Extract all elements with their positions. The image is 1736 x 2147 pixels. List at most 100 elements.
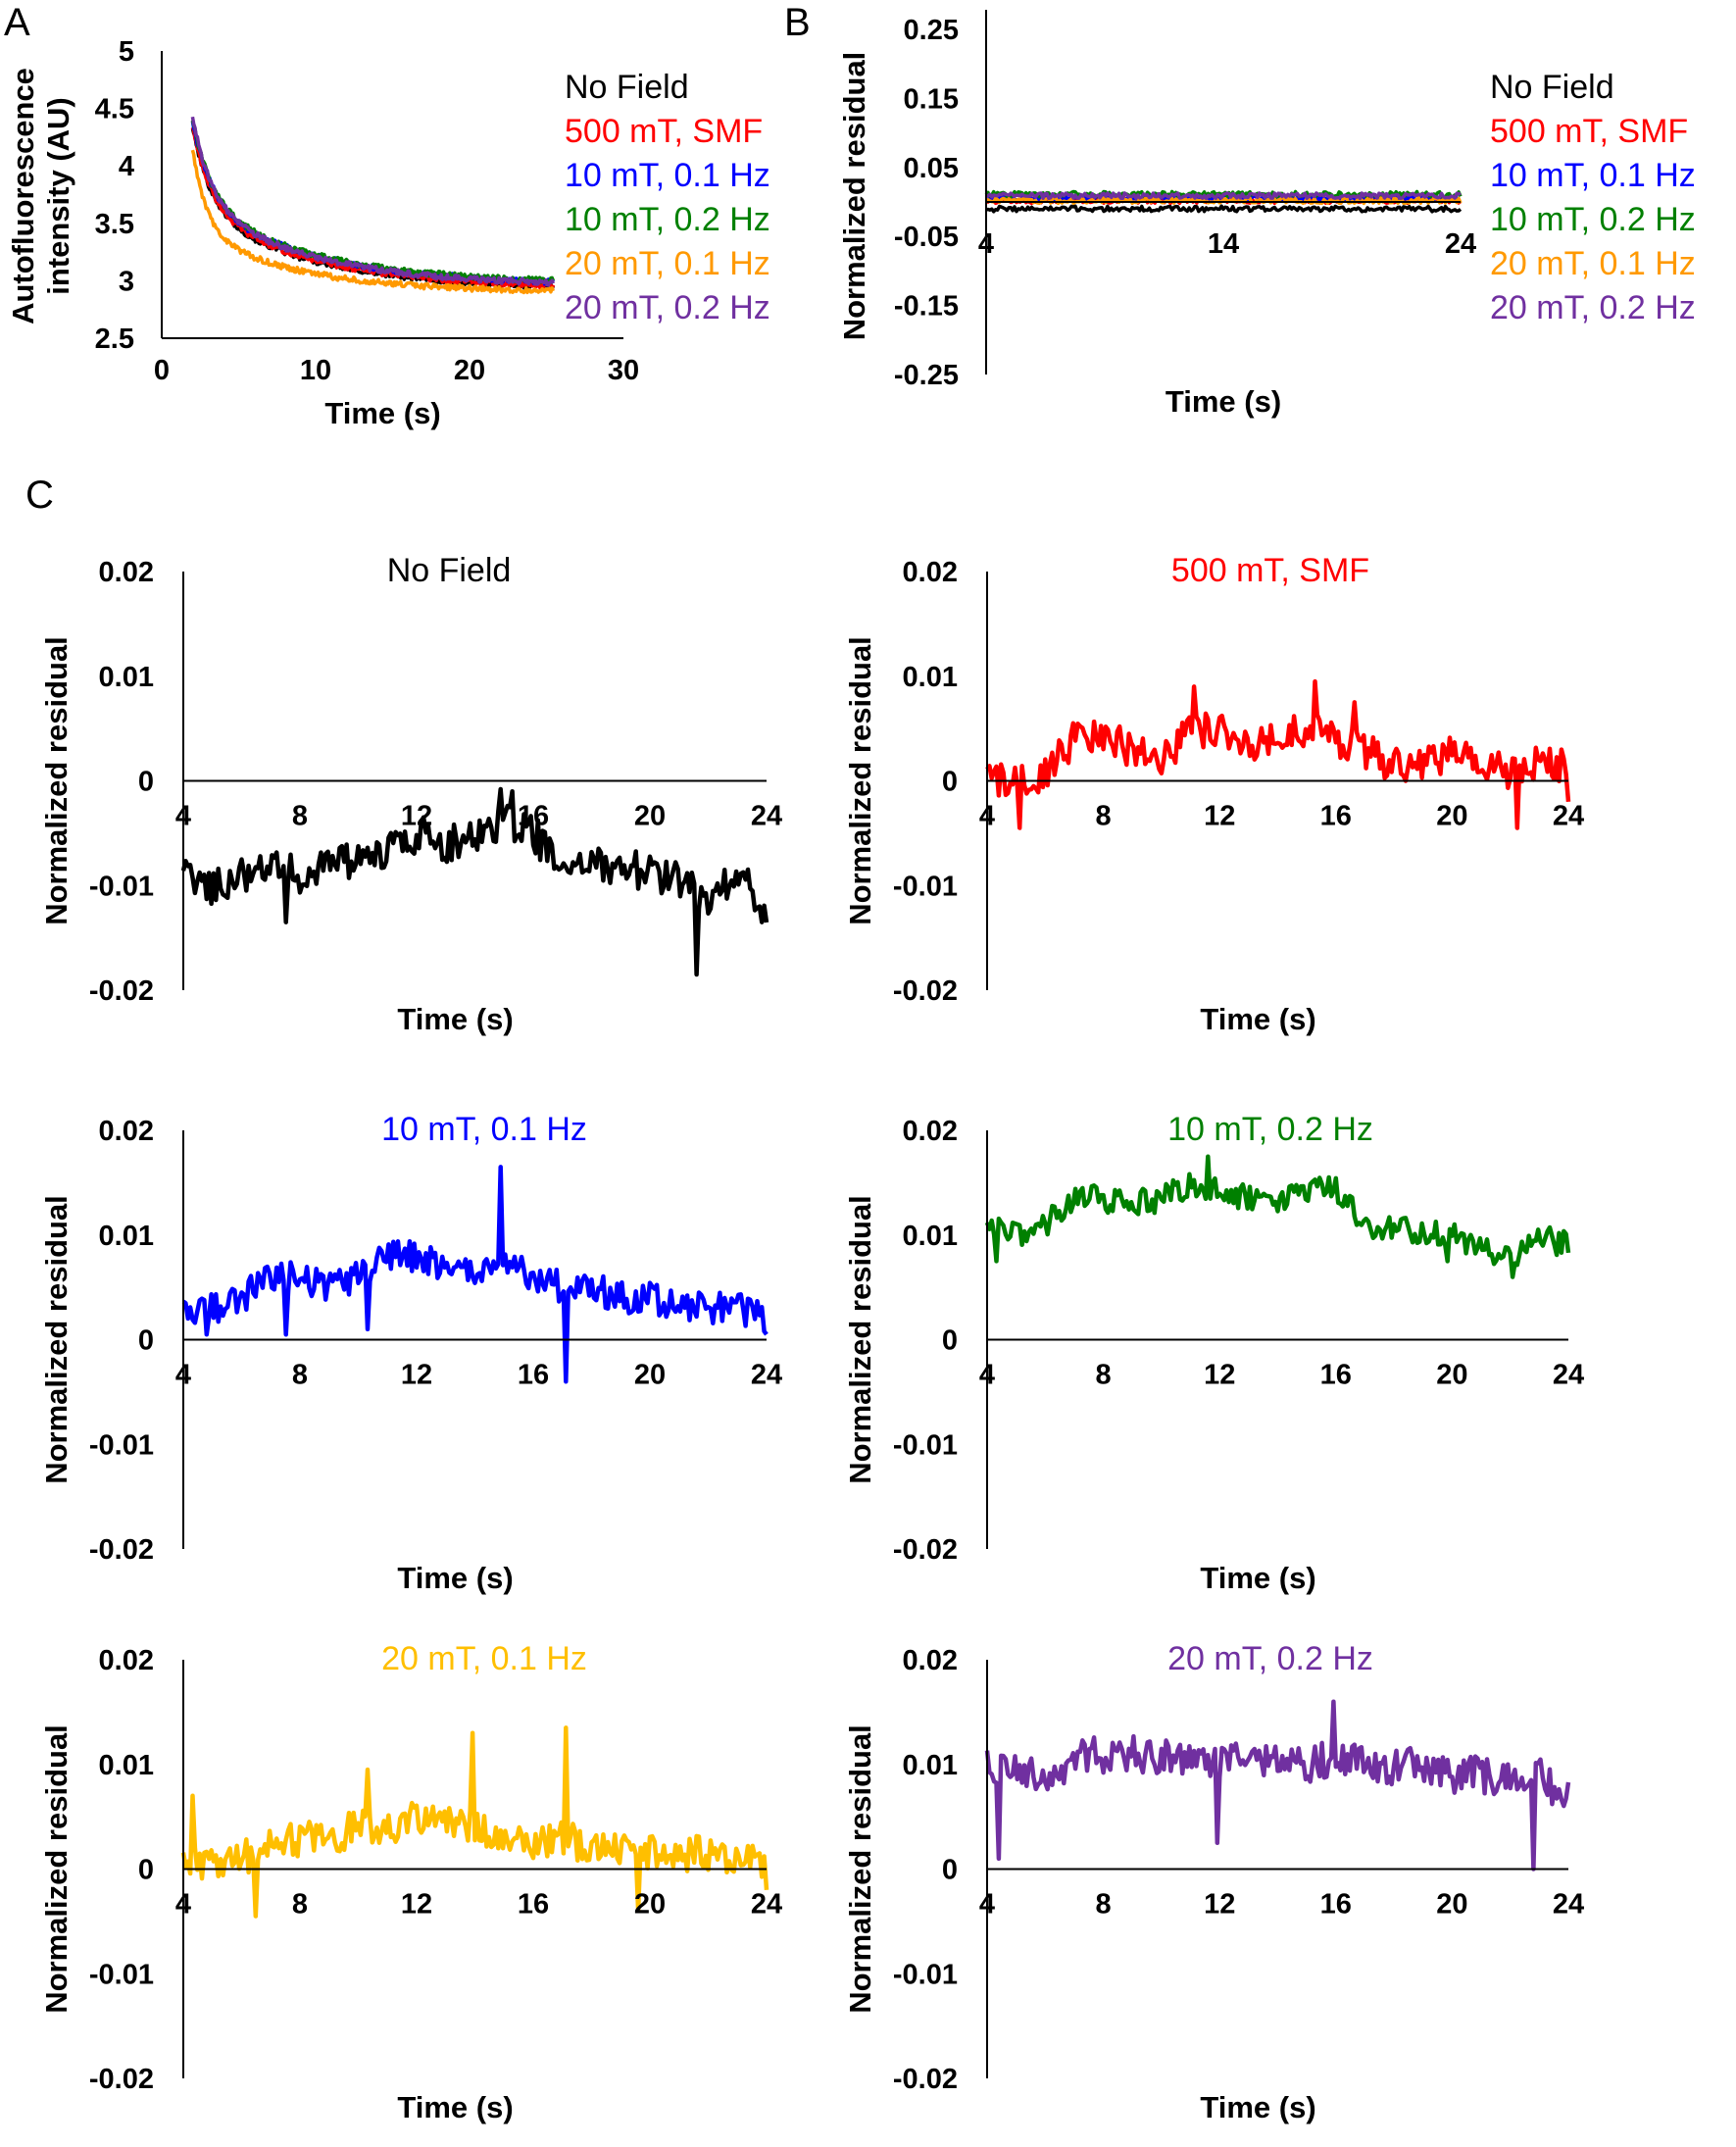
panel-c-subplot-1: 0.02 0.01 0 -0.01 -0.02 4 8 12 16 20 24 Time (s) Nor…: [39, 552, 782, 1036]
panel-c-subplot-2: 0.02 0.01 0 -0.01 -0.02 4 8 12 16 20 24 Time (s) Nor…: [843, 552, 1584, 1036]
series-line-a-5: [190, 116, 556, 287]
series-line-a-4: [190, 149, 556, 295]
x-axis-title-a: Time (s): [324, 396, 440, 430]
y-tick-label-c: -0.01: [89, 1959, 154, 1990]
y-tick-label-a: 5: [119, 36, 134, 68]
y-axis-title-c-text: Normalized residual: [843, 1724, 877, 2014]
x-axis-title-c: Time (s): [1200, 1561, 1315, 1595]
x-tick-label-c: 24: [751, 1360, 782, 1391]
y-tick-label-a: 4.5: [95, 94, 134, 125]
y-tick-label-c: 0.02: [99, 557, 154, 588]
y-tick-label-c: -0.01: [893, 1959, 958, 1990]
legend-item-b: 20 mT, 0.1 Hz: [1490, 245, 1696, 282]
x-tick-label-c: 24: [1553, 801, 1584, 832]
x-tick-label-c: 4: [979, 801, 995, 832]
y-tick-label-c: 0: [138, 767, 154, 798]
y-axis-title-c: Normalized residual: [843, 1724, 877, 2014]
y-tick-label-c: 0.01: [903, 662, 958, 693]
subplot-title-c: 20 mT, 0.1 Hz: [381, 1640, 587, 1677]
y-tick-label-b: -0.15: [894, 291, 959, 323]
series-line-c-3: [181, 1165, 769, 1384]
legend-item-b: 10 mT, 0.2 Hz: [1490, 201, 1696, 238]
legend-item-b: 500 mT, SMF: [1490, 113, 1688, 150]
x-tick-label-c: 4: [175, 1360, 191, 1391]
y-axis-title-c-text: Normalized residual: [39, 636, 74, 925]
y-tick-label-b: 0.25: [904, 15, 959, 46]
y-axis-title-b-text: Normalized residual: [837, 52, 871, 341]
y-tick-label-c: 0.01: [903, 1221, 958, 1252]
legend-item-a: 10 mT, 0.2 Hz: [565, 201, 770, 238]
x-tick-label-c: 12: [1204, 801, 1235, 832]
x-tick-label-c: 12: [401, 801, 432, 832]
x-tick-label-c: 8: [292, 1889, 308, 1921]
series-line-c-5: [180, 1725, 769, 1919]
y-tick-label-c: 0: [138, 1855, 154, 1886]
series-line-b-5: [985, 191, 1462, 201]
x-tick-label-c: 16: [518, 1889, 549, 1921]
x-tick-label-a: 10: [300, 355, 331, 386]
y-tick-label-c: -0.01: [893, 1429, 958, 1461]
series-line-a-1: [190, 126, 556, 290]
y-axis-title-c-text: Normalized residual: [39, 1724, 74, 2014]
x-tick-label-c: 16: [1320, 1889, 1352, 1921]
y-tick-label-c: 0.02: [903, 1645, 958, 1676]
panel-c-subplot-6: 0.02 0.01 0 -0.01 -0.02 4 8 12 16 20 24 Time (s) Nor…: [843, 1640, 1584, 2124]
legend-item-a: 20 mT, 0.1 Hz: [565, 245, 770, 282]
x-tick-label-c: 16: [518, 801, 549, 832]
y-tick-label-c: 0: [942, 1325, 958, 1357]
y-tick-label-c: 0.02: [903, 1116, 958, 1147]
series-line-c-2: [985, 678, 1571, 830]
x-tick-label-a: 20: [454, 355, 485, 386]
subplot-title-c: 20 mT, 0.2 Hz: [1167, 1640, 1373, 1677]
y-tick-label-c: 0.01: [903, 1750, 958, 1781]
legend-item-b: No Field: [1490, 69, 1614, 106]
panel-label-b: B: [784, 1, 811, 44]
x-tick-label-c: 8: [292, 801, 308, 832]
y-axis-title-c: Normalized residual: [843, 636, 877, 925]
y-axis-title-c: Normalized residual: [39, 1195, 74, 1484]
y-tick-label-c: 0.01: [99, 1221, 154, 1252]
x-tick-label-c: 20: [634, 801, 666, 832]
x-tick-label-c: 8: [1096, 1360, 1112, 1391]
y-axis-title-c-text: Normalized residual: [843, 636, 877, 925]
y-tick-label-a: 3.5: [95, 209, 134, 240]
x-tick-label-c: 4: [175, 1889, 191, 1921]
x-tick-label-c: 4: [175, 801, 191, 832]
subplot-title-c: 500 mT, SMF: [1171, 552, 1369, 589]
series-line-a-2: [190, 121, 556, 286]
panel-a-chart: 2.5 3 3.5 4 4.5 5 0 10 20 30 Time (s) Autofluoresce…: [6, 36, 770, 430]
x-tick-label-c: 12: [401, 1889, 432, 1921]
x-tick-label-c: 20: [634, 1360, 666, 1391]
y-tick-label-c: 0.02: [99, 1116, 154, 1147]
legend-item-b: 10 mT, 0.1 Hz: [1490, 157, 1696, 194]
y-tick-label-c: -0.02: [893, 975, 958, 1007]
y-axis-title-c-text: Normalized residual: [843, 1195, 877, 1484]
series-line-b-0: [985, 204, 1463, 214]
y-tick-label-c: -0.02: [89, 975, 154, 1007]
x-axis-title-c: Time (s): [397, 1561, 513, 1595]
x-tick-label-c: 8: [1096, 801, 1112, 832]
y-tick-label-c: 0.02: [903, 557, 958, 588]
legend-item-a: 10 mT, 0.1 Hz: [565, 157, 770, 194]
subplot-title-c: 10 mT, 0.1 Hz: [381, 1111, 587, 1148]
x-tick-label-c: 20: [634, 1889, 666, 1921]
y-axis-title-c: Normalized residual: [843, 1195, 877, 1484]
y-tick-label-c: 0: [942, 1855, 958, 1886]
y-tick-label-c: -0.02: [893, 2064, 958, 2095]
y-tick-label-c: -0.02: [89, 1534, 154, 1566]
y-tick-label-c: 0: [942, 767, 958, 798]
y-tick-label-b: 0.15: [904, 83, 959, 115]
y-axis-title-c: Normalized residual: [39, 1724, 74, 2014]
x-tick-label-c: 16: [1320, 1360, 1352, 1391]
x-tick-label-a: 0: [154, 355, 170, 386]
x-tick-label-b: 24: [1445, 228, 1476, 260]
x-tick-label-c: 12: [1204, 1360, 1235, 1391]
series-line-c-4: [984, 1154, 1571, 1279]
x-tick-label-b: 4: [978, 228, 994, 260]
series-line-a-3: [190, 120, 556, 284]
x-tick-label-c: 16: [518, 1360, 549, 1391]
y-axis-title-a-line2: intensity (AU): [41, 97, 75, 295]
panel-label-a: A: [4, 1, 30, 44]
y-axis-title-a-line1: Autofluorescence: [6, 68, 40, 325]
